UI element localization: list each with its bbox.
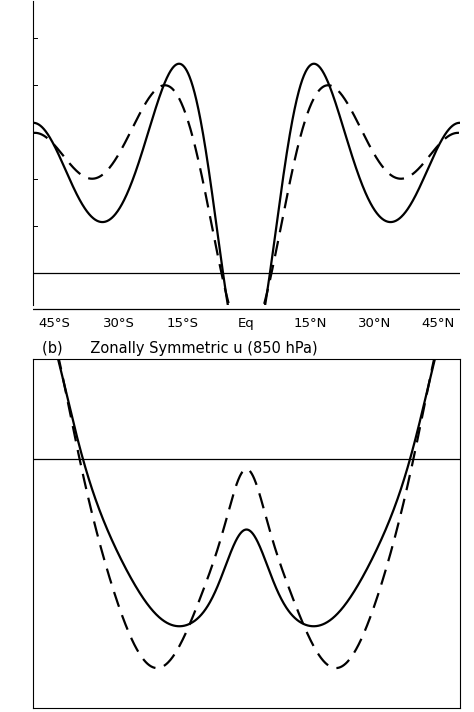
Text: (b)      Zonally Symmetric u (850 hPa): (b) Zonally Symmetric u (850 hPa) [42,341,317,357]
Text: 15°N: 15°N [294,317,327,330]
Text: 30°S: 30°S [102,317,135,330]
Text: 45°S: 45°S [38,317,71,330]
Text: Eq: Eq [238,317,255,330]
Text: 15°S: 15°S [166,317,199,330]
Text: 30°N: 30°N [358,317,391,330]
Text: 45°N: 45°N [422,317,455,330]
